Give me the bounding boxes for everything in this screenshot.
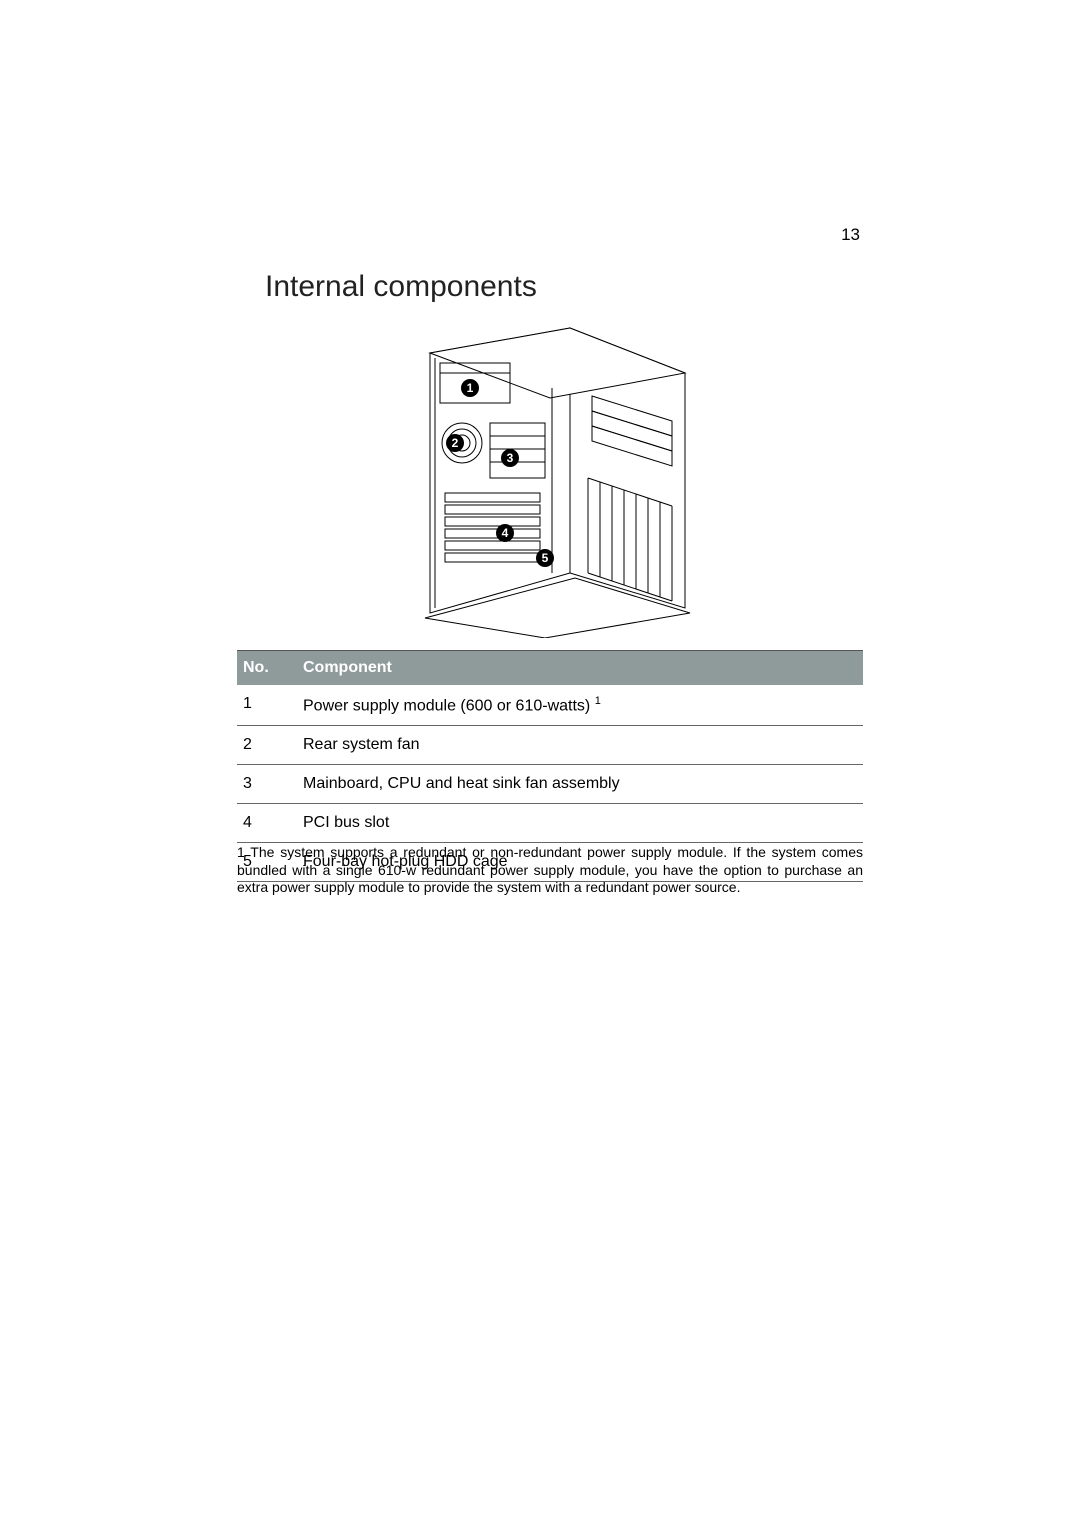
cell-no: 4 <box>237 804 297 843</box>
footnote-ref: 1 <box>595 695 601 707</box>
table-row: 3 Mainboard, CPU and heat sink fan assemb… <box>237 765 863 804</box>
table-header-row: No. Component <box>237 651 863 686</box>
table-row: 4 PCI bus slot <box>237 804 863 843</box>
callout-badge: 3 <box>501 449 519 467</box>
col-header-no: No. <box>237 651 297 686</box>
cell-component: PCI bus slot <box>297 804 863 843</box>
page-number: 13 <box>841 225 860 245</box>
callout-number: 4 <box>502 526 509 540</box>
component-text: Rear system fan <box>303 736 419 753</box>
cell-no: 3 <box>237 765 297 804</box>
callout-number: 2 <box>452 436 459 450</box>
cell-no: 2 <box>237 726 297 765</box>
manual-page: 13 Internal components <box>0 0 1080 1528</box>
component-text: Mainboard, CPU and heat sink fan assembl… <box>303 775 620 792</box>
callout-badge: 1 <box>461 379 479 397</box>
callout-badge: 2 <box>446 434 464 452</box>
component-text: Power supply module (600 or 610-watts) <box>303 697 590 714</box>
cell-component: Mainboard, CPU and heat sink fan assembl… <box>297 765 863 804</box>
cell-component: Power supply module (600 or 610-watts) 1 <box>297 685 863 726</box>
cell-component: Rear system fan <box>297 726 863 765</box>
callout-number: 1 <box>467 381 474 395</box>
component-text: PCI bus slot <box>303 814 389 831</box>
internal-components-figure: 1 2 3 4 5 <box>340 318 750 638</box>
footnote: 1 The system supports a redundant or non… <box>237 844 863 897</box>
table-row: 1Power supply module (600 or 610-watts) … <box>237 685 863 726</box>
callout-badge: 4 <box>496 524 514 542</box>
callout-number: 3 <box>507 451 514 465</box>
cell-no: 1 <box>237 685 297 726</box>
section-heading: Internal components <box>265 270 537 304</box>
callout-number: 5 <box>542 551 549 565</box>
callout-badge: 5 <box>536 549 554 567</box>
table-row: 2 Rear system fan <box>237 726 863 765</box>
col-header-component: Component <box>297 651 863 686</box>
